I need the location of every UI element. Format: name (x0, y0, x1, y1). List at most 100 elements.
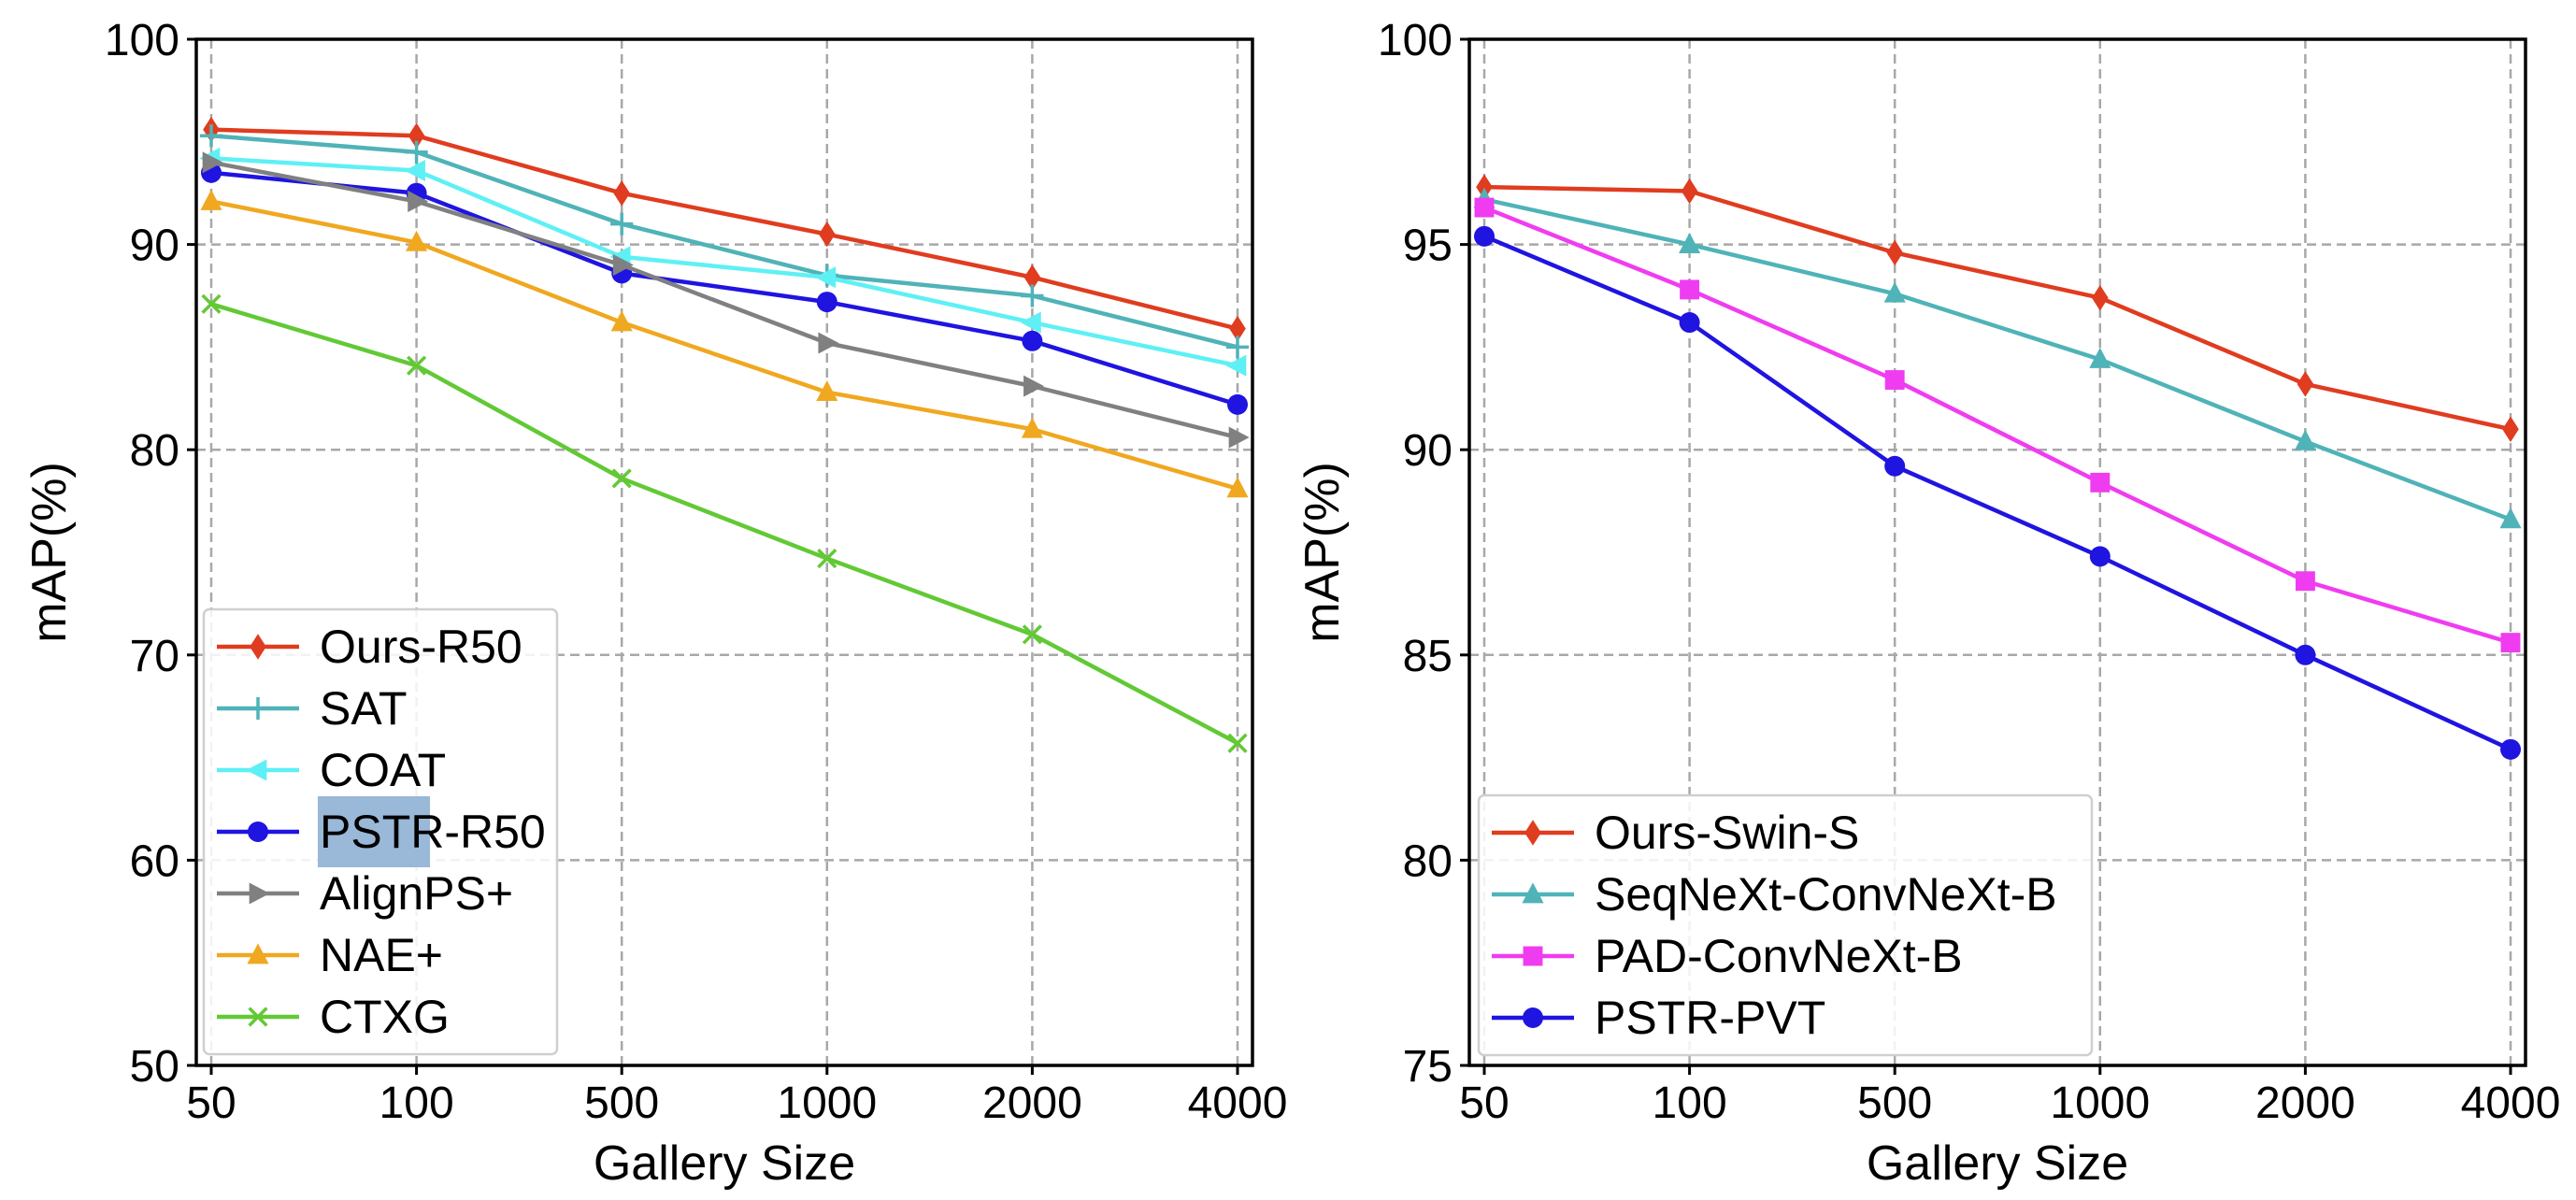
series-SeqNeXt-ConvNeXt-B (1473, 187, 2522, 529)
series-line (210, 170, 1238, 407)
legend: Ours-Swin-S SeqNeXt-ConvNeXt-B PAD-ConvNeX… (1477, 793, 2094, 1057)
series-line (1483, 205, 2512, 645)
data-point (1679, 312, 1700, 334)
data-point (611, 468, 632, 489)
x-axis-label: Gallery Size (594, 1136, 855, 1191)
series-CTXG (201, 293, 1248, 753)
data-point (407, 355, 427, 376)
x-tick-label: 50 (186, 1079, 236, 1128)
legend-entry: PSTR-R50 (217, 796, 546, 867)
x-tick-label: 500 (584, 1079, 659, 1128)
data-point (199, 124, 223, 148)
data-point (408, 122, 425, 149)
data-point (613, 179, 630, 207)
legend-marker (248, 821, 268, 842)
legend-entry: Ours-Swin-S (1492, 807, 1859, 859)
legend-entry: COAT (217, 744, 446, 796)
legend-label: PSTR-PVT (1595, 992, 1825, 1044)
legend-entry: PSTR-PVT (1492, 992, 1825, 1044)
data-point (610, 310, 633, 332)
data-point (404, 159, 425, 182)
legend-label: PAD-ConvNeXt-B (1595, 930, 1963, 982)
y-tick-label: 75 (1403, 1042, 1453, 1092)
x-tick-label: 1000 (777, 1079, 877, 1128)
data-point (2295, 571, 2315, 592)
legend-entry: SAT (217, 682, 408, 735)
series-PSTR-R50 (201, 162, 1248, 415)
legend-box (1477, 793, 2094, 1057)
legend-marker (248, 1007, 268, 1027)
legend-marker (1522, 882, 1544, 904)
legend-label: CTXG (320, 991, 450, 1043)
legend-marker (1523, 1007, 1543, 1028)
data-point (1023, 264, 1041, 291)
data-point (1225, 354, 1247, 377)
plot-frame (194, 37, 1254, 1067)
series-NAE+ (200, 189, 1249, 498)
legend-entry: NAE+ (217, 929, 443, 981)
x-tick-label: 4000 (2461, 1079, 2561, 1128)
series-PAD-ConvNeXt-B (1474, 197, 2521, 653)
data-point (1021, 417, 1043, 438)
legend-entry: PAD-ConvNeXt-B (1492, 930, 1963, 982)
data-point (201, 293, 222, 314)
y-tick-label: 80 (1403, 836, 1453, 886)
legend-marker (1524, 820, 1541, 846)
data-point (612, 254, 634, 277)
y-tick-label: 85 (1403, 632, 1453, 681)
y-tick-label: 90 (130, 221, 179, 271)
data-point (1884, 455, 1906, 477)
data-point (2295, 644, 2316, 665)
series-line (210, 156, 1238, 368)
y-axis-label: mAP(%) (22, 462, 77, 643)
data-point (1680, 279, 1700, 300)
y-tick-label: 100 (1378, 16, 1453, 65)
series-line (210, 199, 1238, 492)
data-point (200, 189, 222, 210)
legend-label: COAT (320, 744, 446, 796)
series-line (210, 133, 1238, 350)
data-point (2297, 371, 2314, 397)
data-point (2089, 546, 2111, 567)
data-point (1022, 330, 1043, 351)
x-tick-label: 100 (379, 1079, 454, 1128)
data-point (610, 212, 634, 236)
data-point (2089, 347, 2111, 368)
y-tick-label: 70 (130, 632, 179, 681)
data-point (1227, 393, 1248, 415)
legend-marker (246, 696, 270, 721)
legend-label: Ours-Swin-S (1595, 807, 1859, 859)
series-PSTR-PVT (1474, 225, 2521, 760)
legend-label: Ours-R50 (320, 621, 522, 673)
x-tick-label: 50 (1459, 1079, 1509, 1128)
chart-panel-1: 50 100 500 1000 2000 4000 50 60 70 80 90 100 Gallery… (22, 16, 1287, 1191)
legend-label: PSTR-R50 (320, 806, 546, 858)
legend-label: SeqNeXt-ConvNeXt-B (1595, 868, 2057, 921)
series-Ours-Swin-S (1476, 174, 2519, 442)
series-AlignPS+ (202, 151, 1250, 449)
x-axis-label: Gallery Size (1867, 1136, 2128, 1191)
series-line (210, 160, 1238, 440)
series-line (1483, 184, 2512, 432)
x-tick-label: 2000 (2255, 1079, 2355, 1128)
series-line (210, 127, 1238, 331)
data-point (1022, 624, 1042, 645)
data-point (1228, 426, 1250, 449)
x-tick-label: 1000 (2050, 1079, 2150, 1128)
y-tick-label: 50 (130, 1042, 179, 1092)
data-point (1681, 178, 1698, 205)
data-point (1474, 225, 1495, 247)
legend-marker (1523, 946, 1543, 966)
data-point (2092, 284, 2109, 311)
data-point (1884, 370, 1905, 390)
data-point (1225, 336, 1250, 359)
data-point (1023, 375, 1045, 397)
legend-marker (249, 882, 270, 905)
legend-marker (250, 634, 266, 660)
legend-label: NAE+ (320, 929, 443, 981)
y-tick-label: 95 (1403, 221, 1453, 271)
data-point (1476, 174, 1493, 200)
data-point (2294, 429, 2316, 450)
data-point (1679, 232, 1701, 253)
x-tick-label: 4000 (1188, 1079, 1288, 1128)
